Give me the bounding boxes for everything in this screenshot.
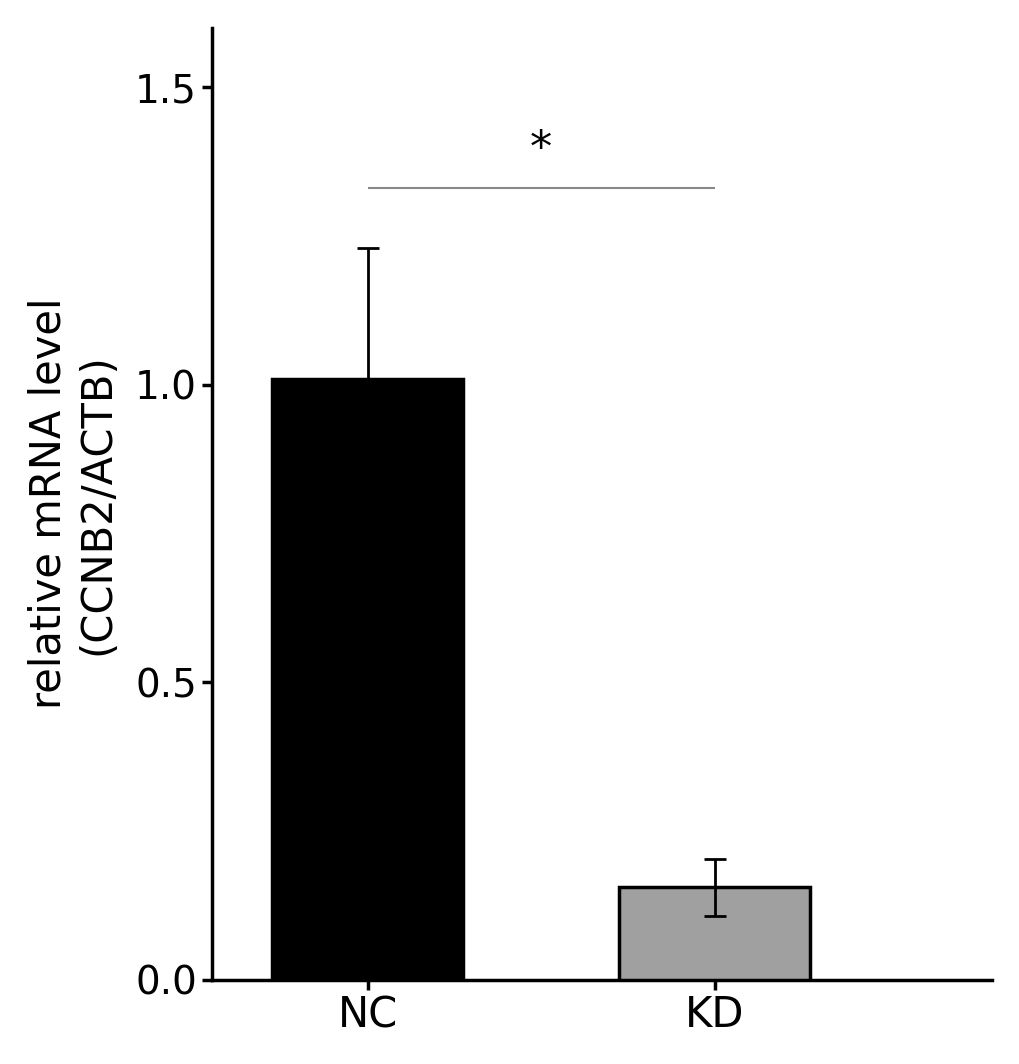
- Text: *: *: [530, 128, 552, 170]
- Bar: [619, 887, 809, 980]
- Bar: [272, 379, 463, 980]
- Y-axis label: relative mRNA level
(CCNB2/ACTB): relative mRNA level (CCNB2/ACTB): [28, 298, 118, 710]
